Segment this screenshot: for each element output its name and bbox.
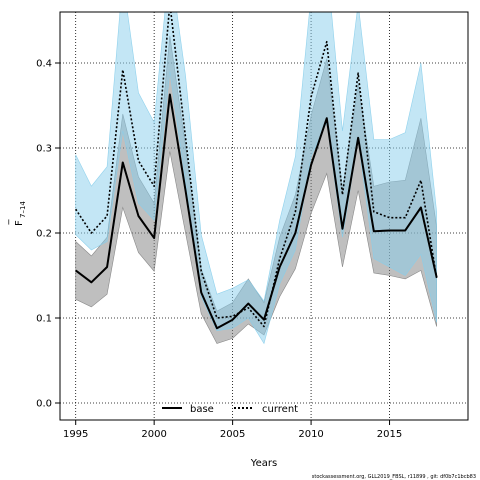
x-tick-label: 2010 (298, 429, 323, 440)
y-axis-label-subscript: 7–14 (19, 201, 27, 218)
y-tick-label: 0.1 (36, 314, 52, 325)
y-tick-label: 0.3 (36, 144, 52, 155)
x-tick-label: 2005 (220, 429, 245, 440)
line-current (75, 12, 438, 328)
x-tick-label: 1995 (63, 429, 88, 440)
legend-base-label: base (190, 404, 214, 415)
legend-current-label: current (262, 404, 298, 415)
series-lines (75, 12, 438, 330)
y-axis-label-bar: ‾ (8, 219, 19, 226)
x-tick-label: 2015 (377, 429, 402, 440)
y-tick-label: 0.4 (36, 59, 52, 70)
y-axis-label: ‾ F 7–14 (8, 201, 27, 226)
confidence-bands (75, 12, 437, 345)
y-tick-label: 0.0 (36, 399, 52, 410)
y-axis-ticks: 0.0 0.1 0.2 0.3 0.4 (36, 59, 60, 410)
plot-frame (59, 11, 469, 421)
y-tick-label: 0.2 (36, 229, 52, 240)
y-axis-label-main: F (14, 220, 25, 226)
footer-credit: stockassessment.org, GLL2019_FBSL, r1189… (312, 474, 476, 480)
band-current (75, 12, 437, 345)
legend: base current (162, 404, 298, 415)
x-tick-label: 2000 (141, 429, 166, 440)
x-axis-label: Years (250, 458, 277, 469)
line-base (75, 93, 438, 330)
x-axis-ticks: 1995 2000 2005 2010 2015 (63, 420, 402, 440)
